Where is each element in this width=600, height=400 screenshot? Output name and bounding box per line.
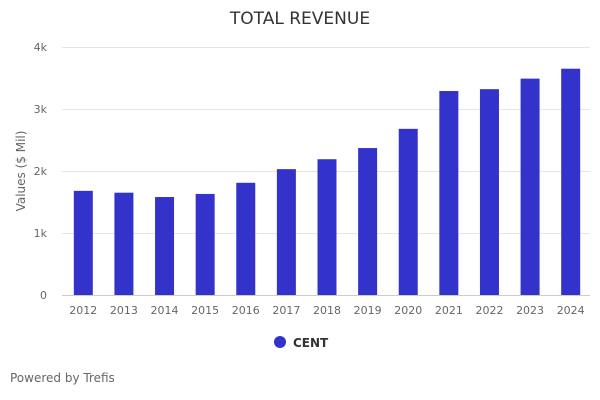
legend[interactable]: CENT: [274, 336, 329, 350]
powered-by-credit: Powered by Trefis: [10, 371, 115, 385]
y-tick-label: 0: [40, 289, 47, 302]
x-tick-label: 2021: [435, 304, 463, 317]
bar[interactable]: [358, 148, 378, 295]
bar[interactable]: [236, 182, 256, 295]
x-tick-label: 2013: [110, 304, 138, 317]
legend-series-label: CENT: [293, 336, 329, 350]
bar[interactable]: [276, 169, 296, 295]
x-tick-label: 2023: [516, 304, 544, 317]
y-tick-label: 2k: [34, 165, 48, 178]
x-tick-label: 2016: [232, 304, 260, 317]
y-tick-label: 1k: [34, 227, 48, 240]
x-axis-ticks: 2012 2013 2014 2015 2016 2017 2018 2019 2020 2021…: [69, 304, 584, 317]
y-axis-ticks: 0 1k 2k 3k 4k: [34, 41, 48, 302]
x-tick-label: 2020: [394, 304, 422, 317]
y-tick-label: 3k: [34, 103, 48, 116]
bar[interactable]: [317, 159, 337, 295]
bar[interactable]: [520, 78, 540, 296]
bar[interactable]: [398, 128, 418, 295]
bar[interactable]: [561, 68, 581, 295]
x-tick-label: 2018: [313, 304, 341, 317]
x-tick-label: 2015: [191, 304, 219, 317]
legend-marker: [274, 336, 286, 348]
x-tick-label: 2017: [272, 304, 300, 317]
x-tick-label: 2022: [475, 304, 503, 317]
x-tick-label: 2024: [557, 304, 585, 317]
chart-title: TOTAL REVENUE: [229, 9, 370, 29]
x-tick-label: 2019: [354, 304, 382, 317]
bar-series: [73, 68, 581, 296]
bar[interactable]: [155, 197, 175, 295]
bar[interactable]: [73, 190, 93, 295]
bar[interactable]: [479, 89, 499, 295]
x-tick-label: 2012: [69, 304, 97, 317]
y-tick-label: 4k: [34, 41, 48, 54]
y-axis-label: Values ($ Mil): [14, 131, 28, 212]
x-tick-label: 2014: [151, 304, 179, 317]
bar[interactable]: [114, 192, 134, 295]
bar[interactable]: [195, 193, 215, 295]
bar[interactable]: [439, 91, 459, 296]
